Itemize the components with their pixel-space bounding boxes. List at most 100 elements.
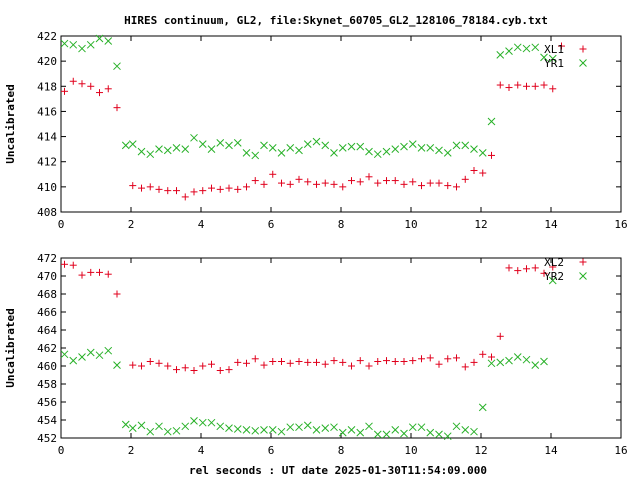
data-point-yr2 <box>128 424 137 432</box>
data-point-yr2 <box>155 422 163 431</box>
data-point-yr1 <box>312 137 321 146</box>
data-point-yr2 <box>295 423 303 432</box>
data-point-xl1 <box>514 81 522 89</box>
data-point-yr2 <box>452 422 461 431</box>
data-point-xl1 <box>190 188 198 196</box>
data-point-xl2 <box>400 358 408 365</box>
data-point-yr1 <box>531 43 540 52</box>
data-point-xl1 <box>155 185 163 193</box>
legend-marker-yr1 <box>579 59 587 67</box>
data-point-yr1 <box>365 147 373 156</box>
data-point-xl2 <box>365 362 373 370</box>
data-point-xl2 <box>435 360 443 368</box>
data-point-xl1 <box>365 173 373 181</box>
y-tick-label: 408 <box>37 206 57 219</box>
x-tick-label: 2 <box>128 444 135 457</box>
data-point-xl1 <box>549 85 557 93</box>
data-point-xl2 <box>523 265 530 273</box>
x-tick-label: 12 <box>474 218 487 231</box>
data-point-xl2 <box>461 363 469 371</box>
data-point-xl2 <box>87 268 95 276</box>
data-point-xl2 <box>426 354 434 362</box>
data-point-xl2 <box>549 263 557 271</box>
y-tick-label: 466 <box>37 306 57 319</box>
data-point-xl2 <box>155 359 163 367</box>
data-point-xl2 <box>113 290 121 298</box>
data-point-xl2 <box>321 360 329 368</box>
data-point-xl2 <box>470 358 478 366</box>
data-point-yr2 <box>251 426 260 435</box>
data-point-xl2 <box>540 269 548 277</box>
data-point-xl2 <box>514 267 522 275</box>
legend-label-xl1: XL1 <box>544 43 564 56</box>
bottom-plot-legend: XL2 YR2 <box>544 256 564 283</box>
data-point-xl1 <box>391 177 399 185</box>
data-point-xl1 <box>383 177 390 185</box>
data-point-yr2 <box>303 421 312 430</box>
data-point-xl2 <box>78 271 86 279</box>
data-point-xl1 <box>435 179 443 187</box>
data-point-xl1 <box>339 183 347 191</box>
data-point-xl2 <box>356 357 364 365</box>
data-point-yr2 <box>86 348 95 357</box>
y-tick-label: 462 <box>37 342 57 355</box>
x-tick-label: 16 <box>614 444 627 457</box>
data-point-yr2 <box>78 353 86 361</box>
data-point-yr2 <box>121 420 130 429</box>
data-point-yr1 <box>113 62 121 71</box>
data-point-xl2 <box>286 359 294 367</box>
data-point-xl1 <box>96 89 103 97</box>
y-tick-label: 422 <box>37 30 57 43</box>
x-tick-label: 10 <box>404 444 417 457</box>
data-point-yr2 <box>338 428 347 437</box>
data-point-yr2 <box>190 417 198 425</box>
data-point-yr1 <box>417 144 426 152</box>
data-point-yr1 <box>225 141 233 150</box>
data-point-xl1 <box>523 82 530 90</box>
bottom-plot: Uncalibrated 0 2 4 6 8 10 12 14 1645245445645846… <box>4 252 628 457</box>
data-point-yr2 <box>330 423 338 432</box>
data-point-yr1 <box>487 117 496 126</box>
data-point-xl1 <box>129 182 137 190</box>
data-point-xl2 <box>418 355 425 363</box>
data-point-xl1 <box>400 180 408 188</box>
data-point-yr2 <box>60 350 69 359</box>
data-point-yr1 <box>400 142 408 151</box>
x-tick-label: 14 <box>544 218 558 231</box>
data-point-yr2 <box>417 423 426 432</box>
data-point-xl2 <box>313 358 320 366</box>
y-tick-label: 468 <box>37 288 57 301</box>
data-point-yr1 <box>172 144 181 152</box>
data-point-xl2 <box>199 362 207 370</box>
y-tick-label: 412 <box>37 156 57 169</box>
data-point-yr1 <box>408 140 417 148</box>
x-tick-label: 8 <box>338 444 345 457</box>
data-point-xl2 <box>374 358 382 365</box>
data-point-xl2 <box>391 358 399 365</box>
data-point-xl2 <box>146 358 154 365</box>
data-point-yr1 <box>321 141 330 150</box>
data-point-xl2 <box>304 358 312 366</box>
data-point-yr1 <box>146 150 155 159</box>
chart-title: HIRES continuum, GL2, file:Skynet_60705_… <box>124 14 548 27</box>
data-point-xl2 <box>208 360 215 368</box>
data-point-yr2 <box>163 427 172 436</box>
data-point-yr1 <box>548 54 557 63</box>
data-point-xl2 <box>96 268 103 276</box>
y-tick-label: 420 <box>37 55 57 68</box>
data-point-xl2 <box>190 367 198 374</box>
data-point-yr2 <box>365 422 373 431</box>
data-point-xl1 <box>269 170 277 178</box>
data-point-yr2 <box>146 427 155 436</box>
x-tick-label: 10 <box>404 218 417 231</box>
data-point-yr2 <box>260 426 268 434</box>
data-point-yr1 <box>391 145 400 153</box>
data-point-xl2 <box>348 362 355 370</box>
data-point-xl1 <box>138 184 145 192</box>
top-plot-y-axis-label: Uncalibrated <box>4 84 17 163</box>
data-point-xl2 <box>260 361 268 369</box>
x-tick-label: 0 <box>58 218 65 231</box>
data-point-yr2 <box>347 426 356 434</box>
x-axis-label: rel seconds : UT date 2025-01-30T11:54:0… <box>189 464 487 477</box>
data-point-yr2 <box>548 276 557 285</box>
